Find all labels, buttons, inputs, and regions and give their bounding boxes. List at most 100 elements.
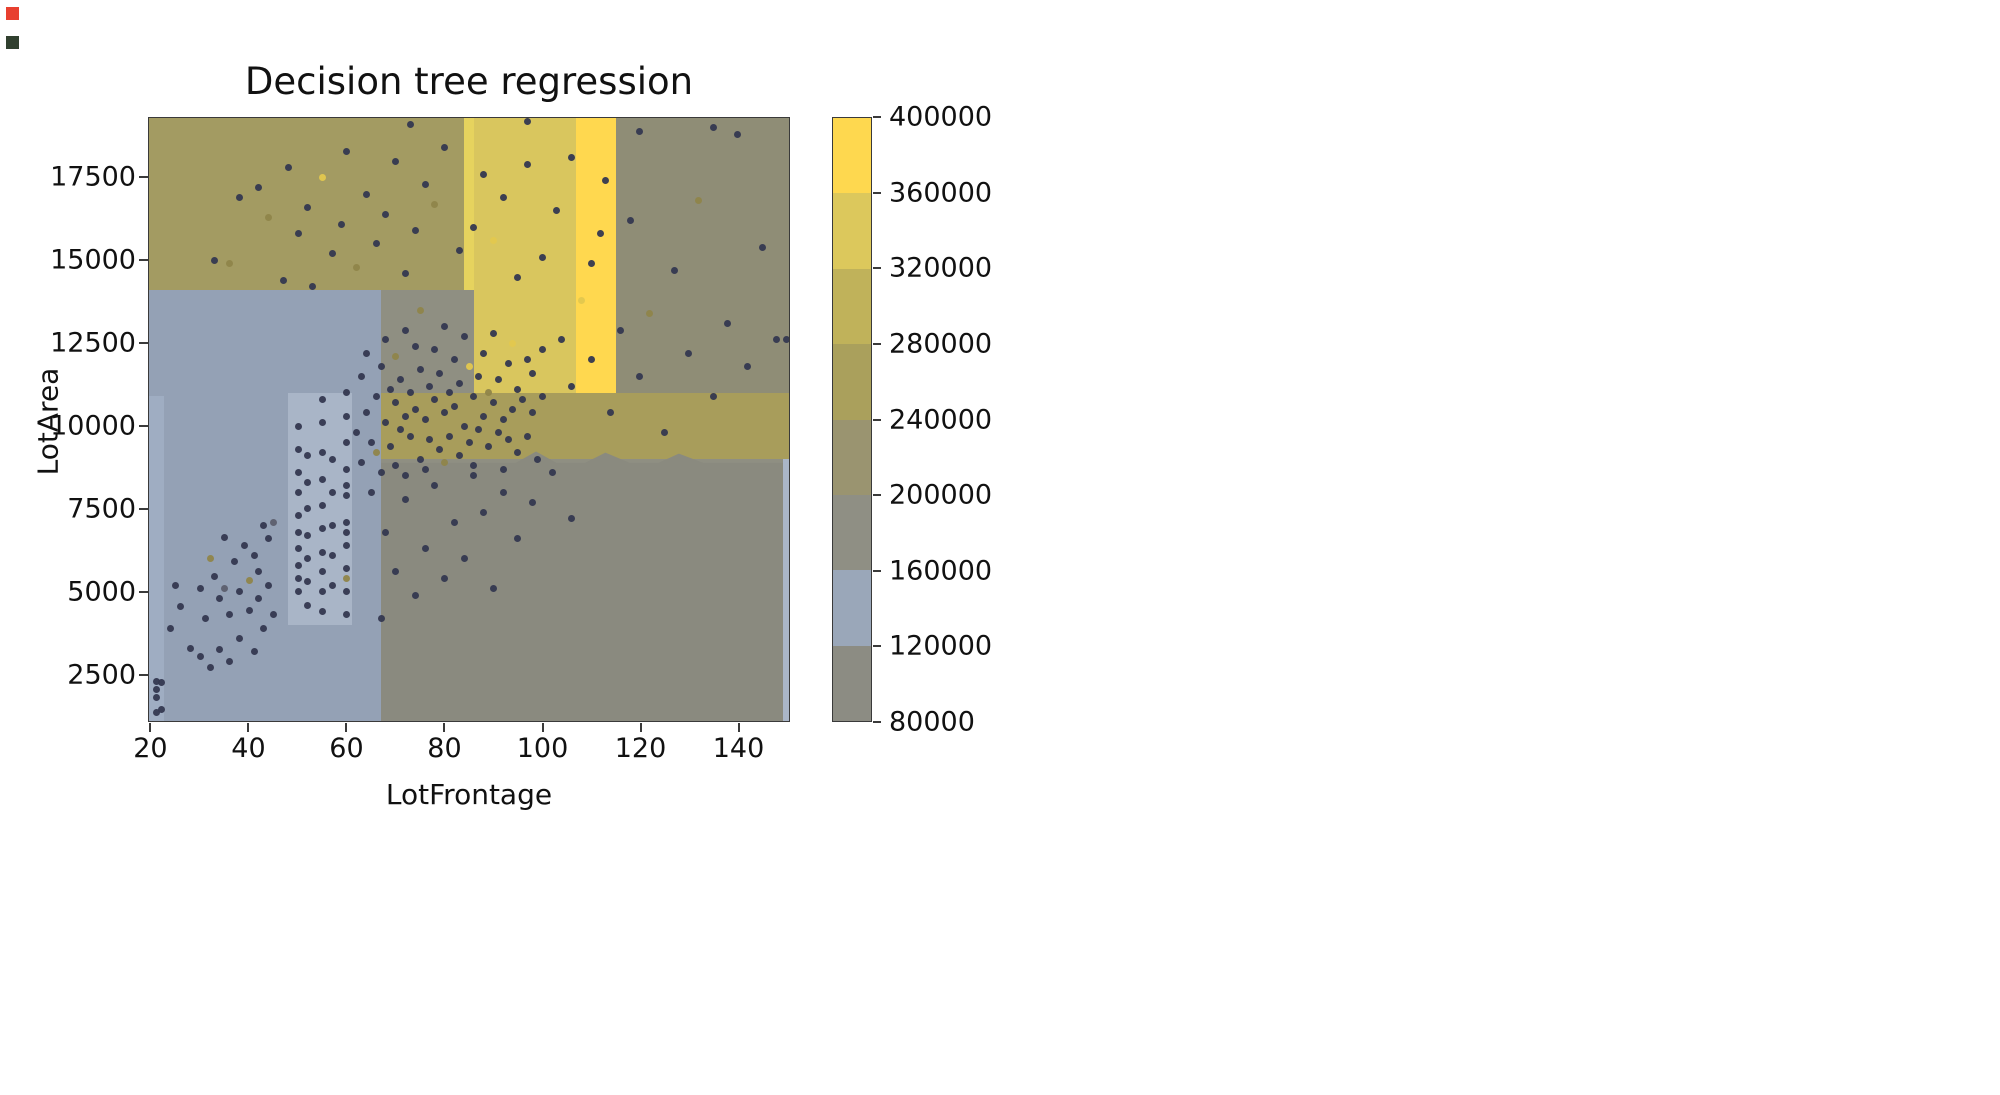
scatter-point [235, 634, 243, 642]
scatter-point [157, 679, 165, 687]
scatter-point [397, 425, 405, 433]
scatter-point [441, 575, 449, 583]
scatter-point [392, 568, 400, 576]
scatter-point [221, 584, 229, 592]
scatter-point [499, 194, 507, 202]
scatter-point [695, 197, 703, 205]
scatter-point [382, 210, 390, 218]
scatter-point [279, 276, 287, 284]
scatter-point [294, 528, 302, 536]
scatter-point [514, 273, 522, 281]
scatter-point [157, 705, 165, 713]
scatter-point [509, 406, 517, 414]
colorbar-segment [833, 193, 871, 269]
x-tick-label: 20 [133, 733, 168, 764]
scatter-point [382, 528, 390, 536]
colorbar-tick-mark [873, 267, 881, 270]
scatter-point [245, 606, 253, 614]
scatter-point [177, 603, 185, 611]
x-tick-label: 120 [614, 733, 667, 764]
scatter-point [294, 512, 302, 520]
scatter-point [318, 608, 326, 616]
scatter-point [538, 253, 546, 261]
scatter-point [255, 568, 263, 576]
scatter-point [343, 575, 351, 583]
scatter-point [441, 323, 449, 331]
colorbar-tick-mark [873, 116, 881, 118]
scatter-point [445, 389, 453, 397]
scatter-point [387, 386, 395, 394]
scatter-point [343, 492, 351, 500]
scatter-point [504, 435, 512, 443]
region-pale-yellow-line [464, 118, 474, 291]
scatter-point [773, 336, 781, 344]
y-tick-label: 10000 [50, 410, 136, 442]
scatter-point [568, 382, 576, 390]
scatter-point [294, 422, 302, 430]
x-tick-mark [541, 723, 544, 732]
scatter-point [450, 518, 458, 526]
scatter-point [235, 194, 243, 202]
scatter-point [294, 469, 302, 476]
scatter-point [460, 333, 468, 341]
scatter-point [660, 429, 668, 437]
scatter-point [529, 369, 536, 377]
scatter-point [318, 174, 326, 182]
scatter-point [406, 121, 414, 129]
colorbar-tick-mark [873, 342, 881, 345]
x-tick-mark [345, 723, 348, 732]
scatter-point [343, 588, 351, 596]
scatter-point [416, 455, 424, 463]
region-bright-yellow-col [576, 118, 616, 393]
scatter-point [226, 611, 234, 619]
colorbar-tick-label: 80000 [889, 706, 975, 738]
scatter-point [441, 409, 449, 417]
scatter-point [294, 588, 302, 596]
y-axis-label: LotArea [31, 367, 65, 476]
scatter-point [260, 624, 268, 632]
scatter-point [265, 213, 273, 221]
scatter-point [577, 296, 585, 304]
scatter-point [724, 319, 732, 327]
scatter-point [304, 578, 312, 586]
y-tick-mark [139, 258, 148, 261]
scatter-point [401, 472, 409, 480]
scatter-point [377, 362, 385, 370]
scatter-point [196, 584, 204, 592]
scatter-point [382, 336, 390, 344]
x-tick-label: 100 [516, 733, 569, 764]
scatter-point [304, 531, 312, 539]
scatter-point [514, 449, 522, 457]
scatter-point [152, 686, 160, 694]
y-tick-mark [139, 674, 148, 677]
scatter-point [343, 528, 351, 536]
scatter-point [245, 576, 253, 584]
scatter-point [568, 154, 576, 162]
scatter-point [411, 406, 419, 414]
colorbar-segment [833, 118, 871, 194]
scatter-point [382, 419, 390, 427]
scatter-point [426, 382, 434, 390]
chart-title: Decision tree regression [244, 60, 694, 103]
scatter-point [783, 336, 789, 344]
scatter-point [304, 203, 312, 211]
scatter-point [548, 469, 556, 476]
colorbar-tick-label: 320000 [889, 252, 993, 284]
colorbar-tick-mark [873, 418, 881, 421]
scatter-point [318, 449, 326, 457]
scatter-point [401, 326, 409, 334]
scatter-point [240, 541, 248, 549]
scatter-point [470, 462, 478, 470]
scatter-point [362, 349, 370, 357]
scatter-point [358, 372, 366, 380]
scatter-point [602, 177, 610, 185]
scatter-point [343, 439, 351, 447]
scatter-point [489, 399, 497, 407]
y-tick-mark [139, 342, 148, 345]
scatter-point [318, 568, 326, 576]
scatter-point [255, 184, 263, 192]
scatter-point [480, 349, 488, 357]
scatter-point [480, 508, 488, 516]
scatter-point [431, 346, 439, 354]
scatter-point [499, 416, 507, 423]
